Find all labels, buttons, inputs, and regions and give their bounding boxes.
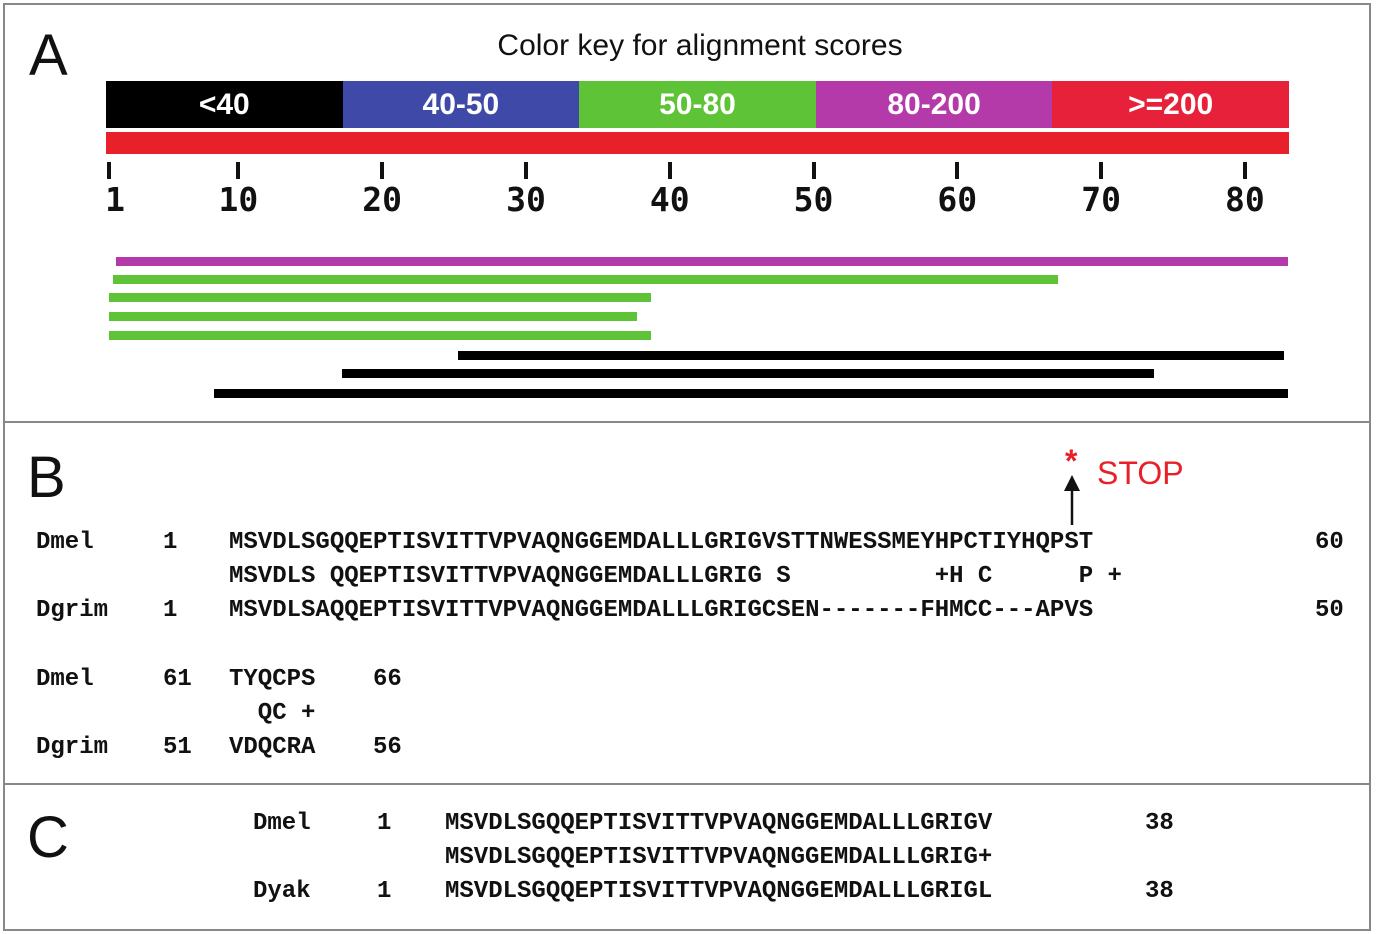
block1-subject-seq: MSVDLSAQQEPTISVITTVPVAQNGGEMDALLLGRIGCSE… [229,597,1094,624]
axis-tick [811,162,816,179]
block1-subject-start: 1 [163,597,178,624]
c-subject-seq: MSVDLSGQQEPTISVITTVPVAQNGGEMDALLLGRIGL [445,878,993,905]
color-key-segment-gte200: >=200 [1052,81,1289,128]
alignment-hit-bar [109,293,652,302]
axis-tick [380,162,385,179]
axis-tick [107,162,111,179]
c-query-seq: MSVDLSGQQEPTISVITTVPVAQNGGEMDALLLGRIGV [445,810,993,837]
c-subject-name: Dyak [253,878,311,905]
axis-tick-label: 40 [649,180,690,219]
color-key-title: Color key for alignment scores [497,29,903,62]
block1-query-seq: MSVDLSGQQEPTISVITTVPVAQNGGEMDALLLGRIGVST… [229,529,1094,556]
block2-match-line: QC + [229,700,316,727]
alignment-hit-bar [341,369,1155,378]
c-query-end: 38 [1145,810,1174,837]
axis-tick [1242,162,1247,179]
block2-subject-end: 56 [373,734,402,761]
block2-subject-start: 51 [163,734,192,761]
block2-query-seq: TYQCPS [229,666,316,693]
block1-subject-name: Dgrim [36,597,109,624]
alignment-hit-bar [113,275,1058,284]
alignment-hit-bar [109,331,652,340]
panel-b: B * STOP Dmel 1 MSVDLSGQQEPTISVITTVPVAQN… [3,421,1371,785]
axis-tick [523,162,528,179]
block1-query-end: 60 [1315,529,1344,556]
axis-tick [1099,162,1104,179]
block1-query-name: Dmel [36,529,94,556]
axis-tick [667,162,672,179]
query-sequence-bar [106,132,1289,154]
block2-subject-seq: VDQCRA [229,734,316,761]
c-subject-end: 38 [1145,878,1174,905]
axis-tick-label: 70 [1081,180,1121,219]
alignment-hit-bar [213,389,1288,398]
panel-a: A Color key for alignment scores <40 40-… [3,3,1371,423]
color-key-segment-50-80: 50-80 [579,81,816,128]
stop-label: STOP [1097,455,1184,491]
c-query-start: 1 [377,810,392,837]
axis-tick-label: 1 [105,180,125,219]
axis-tick [955,162,960,179]
axis-tick-label: 10 [218,180,259,219]
block2-query-end: 66 [373,666,402,693]
color-key-segment-40-50: 40-50 [342,81,580,128]
c-subject-start: 1 [377,878,392,905]
block2-subject-name: Dgrim [36,734,109,761]
alignment-hit-bar [116,257,1288,266]
alignment-hit-bar [109,312,637,321]
block2-query-start: 61 [163,666,192,693]
panel-c-letter: C [27,805,69,870]
axis-tick-label: 50 [793,180,834,219]
stop-codon-star: * [1065,443,1078,479]
up-arrow-icon [1064,475,1080,525]
panel-a-letter: A [29,23,68,88]
axis-tick-label: 30 [506,180,546,219]
block2-query-name: Dmel [36,666,94,693]
block1-query-start: 1 [163,529,178,556]
panel-c: C Dmel 1 MSVDLSGQQEPTISVITTVPVAQNGGEMDAL… [3,783,1371,931]
c-match-line: MSVDLSGQQEPTISVITTVPVAQNGGEMDALLLGRIG+ [445,844,993,871]
alignment-hit-bar [458,351,1284,360]
axis-tick-label: 20 [362,180,403,219]
axis-tick-label: 80 [1224,180,1265,219]
panel-b-letter: B [27,445,66,510]
block1-match-line: MSVDLS QQEPTISVITTVPVAQNGGEMDALLLGRIG S … [229,563,1122,590]
color-key-segment-lt40: <40 [106,81,343,128]
axis-tick-label: 60 [937,180,978,219]
color-key-segment-80-200: 80-200 [815,81,1053,128]
axis-tick [236,162,241,179]
color-key-bar: <40 40-50 50-80 80-200 >=200 [106,81,1289,128]
block1-subject-end: 50 [1315,597,1344,624]
c-query-name: Dmel [253,810,311,837]
